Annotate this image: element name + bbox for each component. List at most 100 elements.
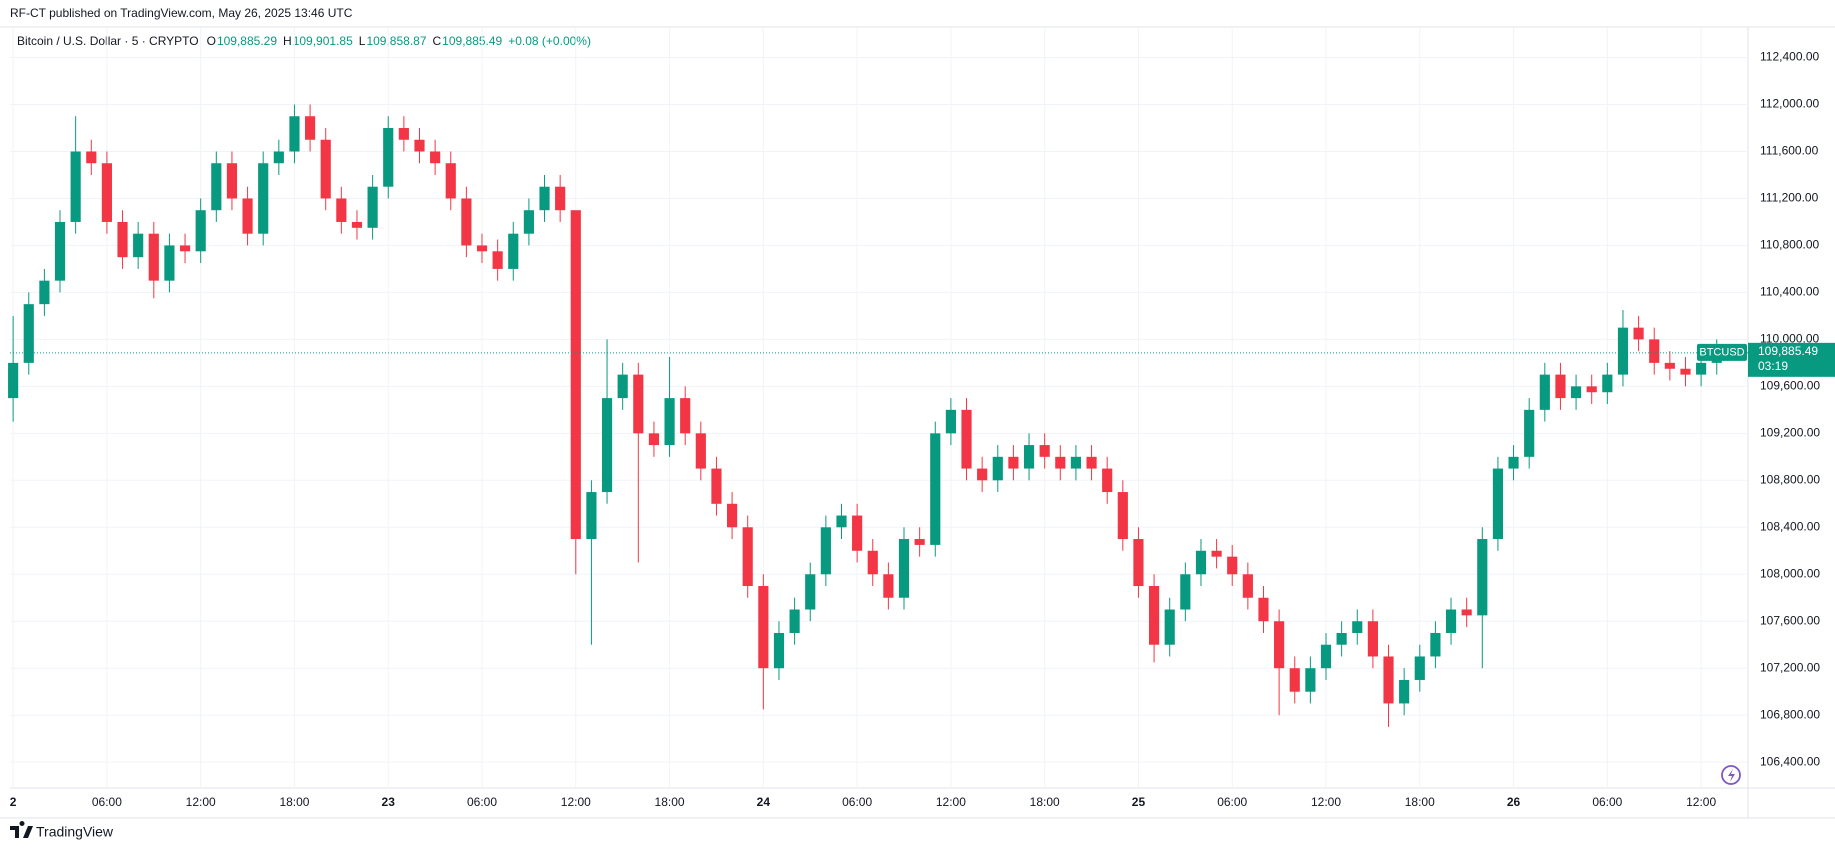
x-tick-label: 06:00 xyxy=(1217,795,1247,809)
candle-body xyxy=(1086,456,1097,469)
y-tick-label: 111,200.00 xyxy=(1760,191,1819,205)
candle-body xyxy=(1023,445,1035,469)
candle-body xyxy=(1524,409,1535,457)
candle-body xyxy=(617,374,628,399)
candle-body xyxy=(601,398,613,493)
candle-body xyxy=(773,632,785,669)
change-value: +0.08 (+0.00%) xyxy=(508,34,591,48)
x-tick-label: 12:00 xyxy=(1311,795,1341,809)
reload-icon[interactable] xyxy=(1721,765,1741,785)
candle-body xyxy=(23,304,34,363)
x-tick-label: 18:00 xyxy=(1405,795,1435,809)
candle-body xyxy=(1164,609,1175,645)
candle-body xyxy=(867,550,878,575)
candle-body xyxy=(179,245,191,252)
candle-body xyxy=(1367,621,1378,657)
x-tick-label: 25 xyxy=(1132,795,1146,809)
candle-body xyxy=(1070,456,1082,469)
candle-body xyxy=(54,221,66,281)
candle-body xyxy=(930,433,941,545)
candle-body xyxy=(945,409,956,434)
candle-body xyxy=(727,503,738,528)
x-tick-label: 2 xyxy=(10,795,17,809)
y-tick-label: 110,800.00 xyxy=(1760,238,1819,252)
candle-body xyxy=(664,398,675,446)
candle-body xyxy=(86,151,97,164)
candle-body xyxy=(226,163,238,199)
candle-body xyxy=(992,456,1003,481)
candle-body xyxy=(1117,492,1128,540)
x-tick-label: 26 xyxy=(1507,795,1521,809)
symbol-title: Bitcoin / U.S. Dollar · 5 · CRYPTO xyxy=(17,34,199,48)
candle-body xyxy=(1649,339,1660,363)
candle-body xyxy=(1430,632,1441,657)
candle-body xyxy=(367,186,378,228)
candle-body xyxy=(1696,362,1707,375)
candle-body xyxy=(1445,609,1457,633)
candle-body xyxy=(789,609,800,633)
candle-body xyxy=(195,210,206,252)
footer-logo: TradingView xyxy=(10,821,114,840)
ohlc-value: 109,858.87 xyxy=(366,34,426,48)
candle-body xyxy=(898,539,910,598)
candle-body xyxy=(1102,468,1113,493)
candle-body xyxy=(1274,621,1285,669)
candle-body xyxy=(39,280,50,305)
candle-body xyxy=(805,574,816,610)
candle-body xyxy=(555,186,566,211)
candle-body xyxy=(1008,456,1019,469)
x-tick-label: 06:00 xyxy=(92,795,122,809)
candle-body xyxy=(1399,679,1410,704)
candle-body xyxy=(1664,362,1675,369)
candle-body xyxy=(961,409,972,469)
x-tick-label: 06:00 xyxy=(1592,795,1622,809)
candle-body xyxy=(539,186,550,211)
ohlc-key: O xyxy=(207,34,216,48)
candle-body xyxy=(1352,621,1363,633)
y-tick-label: 108,000.00 xyxy=(1760,566,1820,580)
candle-body xyxy=(1633,327,1644,340)
x-tick-label: 12:00 xyxy=(1686,795,1716,809)
symbol-tag-bg xyxy=(1697,343,1747,361)
candle-body xyxy=(1477,539,1488,616)
candle-body xyxy=(1305,668,1316,692)
x-tick-label: 06:00 xyxy=(467,795,497,809)
candle-body xyxy=(445,163,456,199)
candle-body xyxy=(164,245,175,281)
ohlc-value: 109,885.49 xyxy=(442,34,502,48)
symbol-tag: BTCUSD xyxy=(1699,347,1744,359)
candle-body xyxy=(1555,374,1566,399)
y-tick-label: 108,800.00 xyxy=(1760,472,1820,486)
candle-body xyxy=(1289,668,1300,692)
candle-body xyxy=(1180,574,1191,610)
x-tick-label: 12:00 xyxy=(186,795,216,809)
candle-body xyxy=(70,151,81,222)
candle-body xyxy=(1227,556,1238,575)
candle-body xyxy=(1617,327,1629,375)
ohlc-key: L xyxy=(359,34,366,48)
candle-body xyxy=(1148,586,1160,645)
y-tick-label: 107,600.00 xyxy=(1760,613,1820,627)
y-tick-label: 110,000.00 xyxy=(1760,332,1819,346)
candle-body xyxy=(289,116,300,152)
y-tick-label: 109,200.00 xyxy=(1760,426,1820,440)
countdown: 03:19 xyxy=(1758,359,1788,373)
ohlc-value: 109,885.29 xyxy=(217,34,277,48)
candle-body xyxy=(1039,445,1050,457)
candle-body xyxy=(914,539,925,545)
x-tick-label: 12:00 xyxy=(936,795,966,809)
candle-body xyxy=(414,139,425,152)
candle-body xyxy=(883,574,894,598)
candle-body xyxy=(1680,368,1691,375)
y-tick-label: 110,400.00 xyxy=(1760,285,1819,299)
candle-body xyxy=(1195,550,1207,575)
candle-body xyxy=(258,163,269,234)
candle-body xyxy=(211,163,222,211)
candle-body xyxy=(836,515,847,528)
candle-body xyxy=(1336,632,1347,645)
candle-body xyxy=(1258,597,1269,622)
y-tick-label: 109,600.00 xyxy=(1760,379,1820,393)
candle-body xyxy=(1570,386,1582,399)
candle-body xyxy=(977,468,988,481)
